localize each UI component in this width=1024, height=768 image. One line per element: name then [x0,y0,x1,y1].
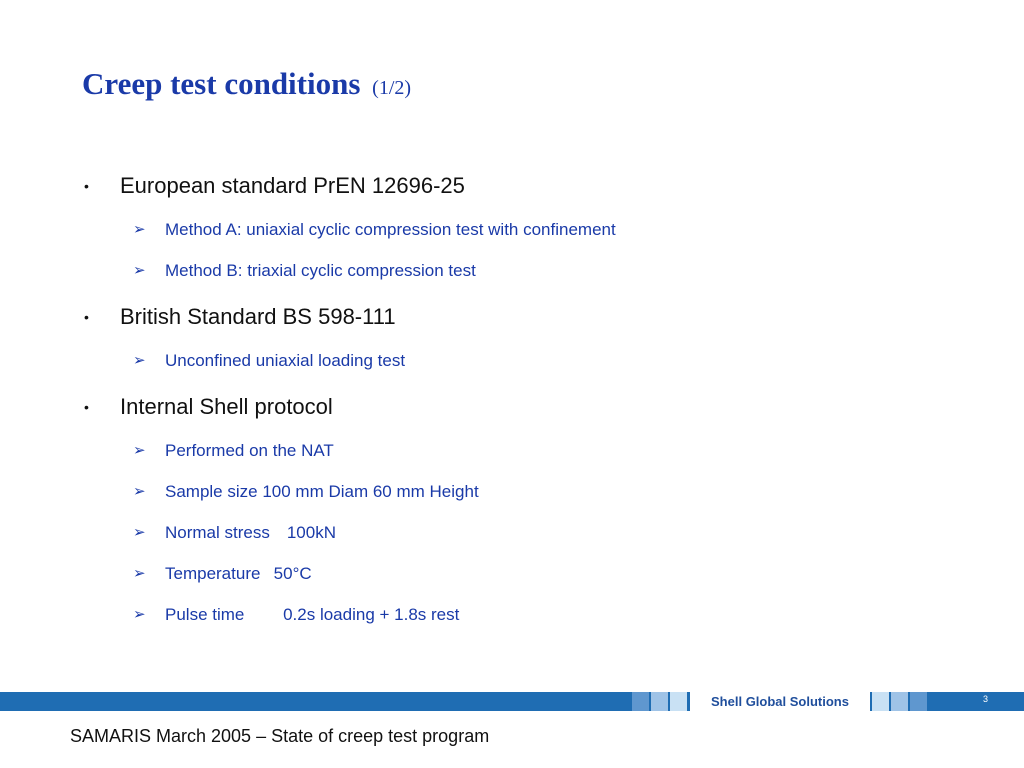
arrow-bullet-icon: ➢ [133,606,146,623]
bar-square-icon [632,692,649,711]
sub-bullet-text: Unconfined uniaxial loading test [165,351,406,370]
arrow-bullet-icon: ➢ [133,352,146,369]
arrow-bullet-icon: ➢ [133,524,146,541]
bullet-text: British Standard BS 598-111 [120,304,396,329]
sub-bullet-text: Method B: triaxial cyclic compression te… [165,261,476,280]
arrow-bullet-icon: ➢ [133,565,146,582]
bullet-item: • British Standard BS 598-111 [84,302,396,332]
bullet-item: • Internal Shell protocol [84,392,333,422]
bar-square-icon [910,692,927,711]
arrow-bullet-icon: ➢ [133,262,146,279]
bar-square-icon [891,692,908,711]
footer-text: SAMARIS March 2005 – State of creep test… [70,726,490,746]
bar-square-icon [670,692,687,711]
bullet-text: European standard PrEN 12696-25 [120,173,465,198]
bullet-dot-icon: • [84,178,89,194]
bullet-dot-icon: • [84,309,89,325]
arrow-bullet-icon: ➢ [133,221,146,238]
brand-logo: Shell Global Solutions [690,692,870,711]
sub-bullet-text: Pulse time 0.2s loading + 1.8s rest [165,605,460,624]
slide-title-text: Creep test conditions [82,66,361,101]
sub-bullet-item: ➢ Temperature 50°C [133,562,312,586]
bullet-item: • European standard PrEN 12696-25 [84,171,465,201]
arrow-bullet-icon: ➢ [133,483,146,500]
sub-bullet-item: ➢ Performed on the NAT [133,439,334,463]
sub-bullet-text: Normal stress 100kN [165,523,336,542]
sub-bullet-item: ➢ Sample size 100 mm Diam 60 mm Height [133,480,479,504]
bar-square-icon [872,692,889,711]
sub-bullet-text: Temperature 50°C [165,564,312,583]
sub-bullet-text: Method A: uniaxial cyclic compression te… [165,220,616,239]
bullet-text: Internal Shell protocol [120,394,333,419]
slide-title-suffix: (1/2) [372,77,412,99]
sub-bullet-item: ➢ Normal stress 100kN [133,521,336,545]
slide-title: Creep test conditions (1/2) [82,66,411,102]
bar-square-icon [651,692,668,711]
bullet-dot-icon: • [84,399,89,415]
page-number: 3 [982,694,988,704]
sub-bullet-text: Sample size 100 mm Diam 60 mm Height [165,482,479,501]
sub-bullet-item: ➢ Method A: uniaxial cyclic compression t… [133,218,616,242]
sub-bullet-item: ➢ Unconfined uniaxial loading test [133,349,405,373]
sub-bullet-item: ➢ Pulse time 0.2s loading + 1.8s rest [133,603,459,627]
branding-bar: Shell Global Solutions 3 [0,692,1024,711]
sub-bullet-text: Performed on the NAT [165,441,334,460]
arrow-bullet-icon: ➢ [133,442,146,459]
sub-bullet-item: ➢ Method B: triaxial cyclic compression t… [133,259,476,283]
